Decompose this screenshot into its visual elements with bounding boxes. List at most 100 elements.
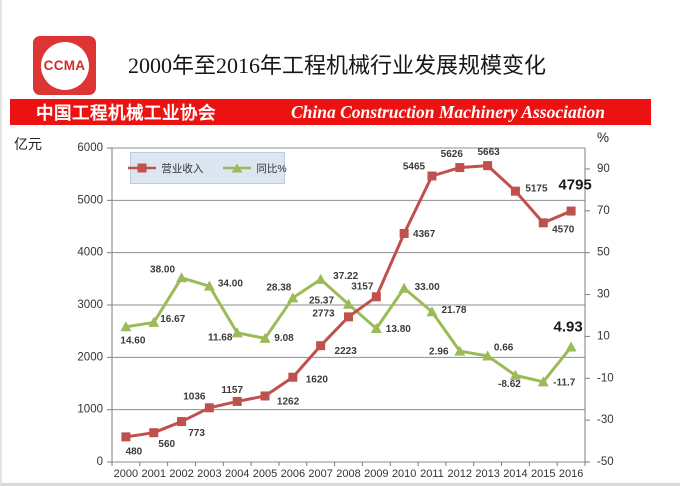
x-tick-label: 2006 [281,468,305,480]
x-tick-label: 2009 [364,468,388,480]
y-left-tick-label: 2000 [77,351,103,363]
revenue-marker [371,292,381,302]
revenue-value-label: 1036 [183,391,206,402]
yoy-value-label: 2.96 [429,347,449,358]
revenue-value-label: 5626 [441,149,464,160]
legend-label-revenue: 营业收入 [161,162,204,175]
revenue-marker [177,417,187,427]
yoy-marker [343,298,354,309]
revenue-value-label: 5663 [477,147,500,158]
yoy-value-label: 25.37 [309,296,334,307]
x-tick-label: 2000 [114,468,138,480]
left-axis-unit-label: 亿元 [14,136,42,152]
yoy-marker [315,273,327,284]
revenue-value-label: 2223 [335,346,358,357]
x-tick-label: 2002 [169,468,193,480]
y-right-tick-label: -50 [597,456,614,468]
y-right-tick-label: 10 [597,330,610,342]
revenue-value-label: 480 [126,446,143,457]
chart-area: 亿元 % 0 1000 2000 3000 4000 5000 6000 -50 -30 -10 1… [2,126,680,483]
yoy-series-icon [223,163,252,173]
y-right-tick-label: -30 [597,414,614,426]
legend-item-revenue: 营业收入 [128,161,203,176]
revenue-marker [260,391,270,401]
revenue-value-label: 4570 [552,224,575,235]
chart-legend: 营业收入 同比% [128,152,287,184]
x-tick-label: 2016 [559,468,583,480]
yoy-marker [398,282,410,293]
x-tick-label: 2013 [475,468,499,480]
revenue-marker [566,206,576,216]
x-tick-label: 2011 [420,468,444,480]
y-right-tick-label: 50 [597,247,610,259]
yoy-value-label: 38.00 [150,264,175,275]
legend-label-yoy: 同比% [256,162,287,175]
revenue-marker [427,171,437,181]
yoy-marker [259,332,271,343]
x-tick-label: 2014 [503,468,527,480]
y-left-tick-label: 5000 [77,194,103,206]
yoy-value-label: 14.60 [120,335,145,346]
revenue-marker [483,161,493,171]
y-left-tick-label: 0 [97,456,103,468]
yoy-value-label: 4.93 [553,319,582,336]
yoy-value-label: -8.62 [498,379,521,390]
yoy-marker [426,306,438,317]
yoy-value-label: 9.08 [274,333,294,344]
yoy-marker [287,292,299,303]
revenue-marker [149,428,159,438]
revenue-value-label: 3157 [351,281,374,292]
yoy-marker [482,350,494,361]
legend-item-yoy: 同比% [223,161,287,176]
y-right-tick-label: -10 [597,372,614,384]
y-left-tick-label: 1000 [77,404,103,416]
x-tick-label: 2010 [392,468,416,480]
y-left-tick-label: 4000 [77,247,103,259]
banner-english-name: China Construction Machinery Association [291,101,605,122]
yoy-value-label: -11.7 [553,377,576,388]
yoy-value-label: 13.80 [386,324,411,335]
ccma-logo-circle: CCMA [40,41,89,90]
y-left-tick-label: 6000 [77,142,103,154]
x-tick-label: 2004 [225,468,249,480]
yoy-marker [509,369,521,380]
yoy-value-label: 33.00 [415,282,440,293]
series-line-yoy [125,276,573,384]
revenue-marker [316,341,326,351]
yoy-value-label: 16.67 [160,314,185,325]
right-axis-unit-label: % [597,130,610,145]
revenue-series-icon [128,163,157,173]
revenue-marker [344,312,353,322]
yoy-value-label: 21.78 [441,305,466,316]
x-tick-label: 2007 [308,468,332,480]
x-tick-label: 2012 [448,468,472,480]
page-title: 2000年至2016年工程机械行业发展规模变化 [127,53,546,78]
yoy-marker [370,322,382,333]
yoy-marker [537,376,549,387]
revenue-marker [399,228,409,238]
x-tick-label: 2001 [141,468,165,480]
yoy-value-label: 11.68 [208,332,233,343]
ccma-logo: CCMA [33,36,96,95]
yoy-marker [176,272,188,283]
revenue-marker [288,372,298,382]
yoy-value-label: 28.38 [266,282,291,293]
ccma-logo-text: CCMA [43,58,86,73]
banner-chinese-name: 中国工程机械工业协会 [36,102,216,123]
y-left-tick-label: 3000 [77,299,103,311]
y-right-tick-label: 70 [597,205,610,217]
revenue-value-label: 2773 [312,308,335,319]
revenue-value-label: 4367 [413,229,436,240]
revenue-marker [538,218,548,228]
revenue-marker [455,163,465,173]
revenue-value-label: 1262 [277,396,300,407]
yoy-marker [565,341,577,352]
yoy-marker [120,321,132,332]
revenue-value-label: 560 [158,439,175,450]
y-right-tick-label: 30 [597,289,610,301]
revenue-marker [121,432,131,442]
revenue-value-label: 4795 [558,177,591,194]
association-banner: 中国工程机械工业协会 China Construction Machinery … [10,99,651,125]
x-tick-label: 2003 [197,468,221,480]
